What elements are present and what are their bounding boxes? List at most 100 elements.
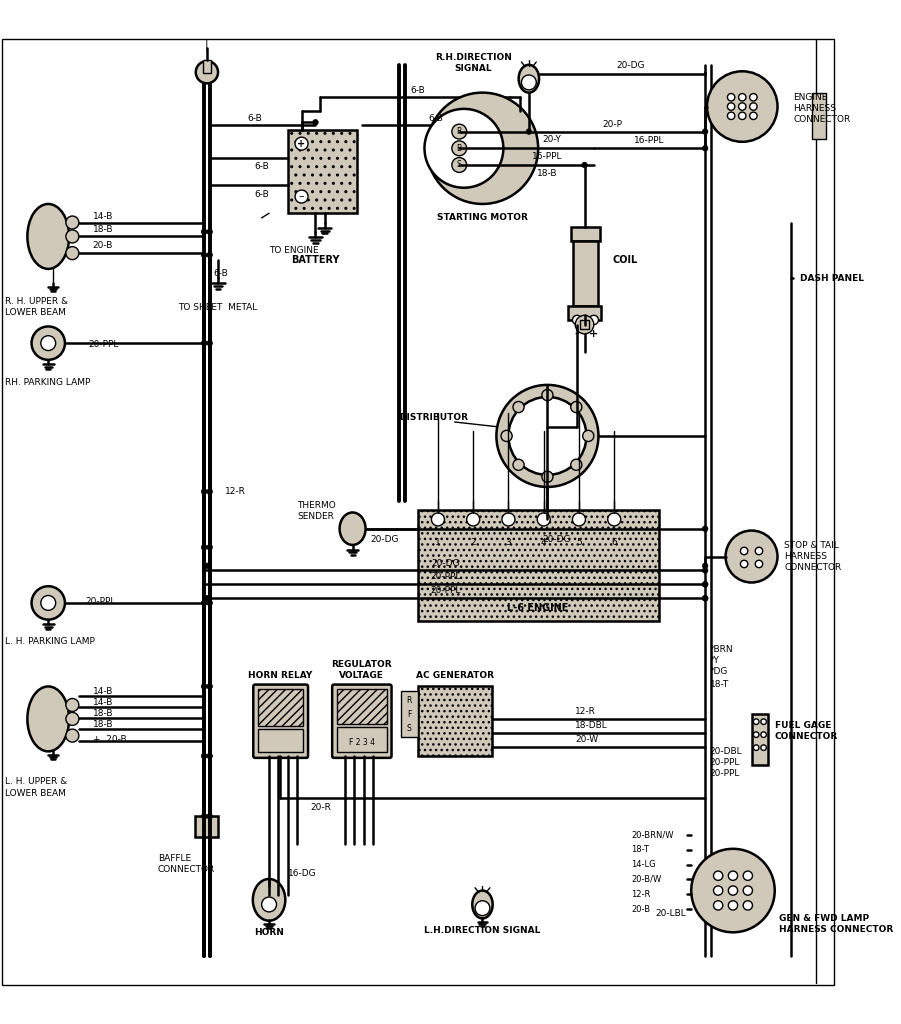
Circle shape — [714, 901, 723, 910]
Text: S: S — [457, 161, 461, 170]
Bar — [401, 691, 417, 737]
Bar — [580, 319, 589, 330]
Text: +: + — [589, 329, 598, 339]
Circle shape — [727, 102, 735, 111]
Circle shape — [537, 513, 551, 526]
Text: 20-BRN/W: 20-BRN/W — [631, 830, 673, 840]
Text: R.H.DIRECTION: R.H.DIRECTION — [435, 53, 512, 61]
Text: 20-DG: 20-DG — [542, 536, 571, 545]
Circle shape — [608, 513, 621, 526]
Circle shape — [201, 340, 207, 346]
Circle shape — [32, 586, 65, 620]
Text: L.H.DIRECTION SIGNAL: L.H.DIRECTION SIGNAL — [424, 926, 541, 935]
Circle shape — [475, 901, 490, 915]
Text: -: - — [575, 329, 579, 339]
Circle shape — [755, 560, 762, 567]
Ellipse shape — [340, 512, 366, 545]
Text: 20-B: 20-B — [631, 904, 650, 913]
Text: 20-B: 20-B — [93, 242, 114, 250]
Circle shape — [513, 459, 524, 470]
Text: CONNECTOR: CONNECTOR — [793, 115, 851, 124]
Circle shape — [467, 513, 479, 526]
Circle shape — [583, 430, 594, 441]
Circle shape — [32, 327, 65, 359]
Circle shape — [205, 563, 210, 568]
Text: CONNECTOR: CONNECTOR — [784, 563, 842, 572]
Text: FUEL GAGE: FUEL GAGE — [775, 721, 831, 730]
Circle shape — [201, 813, 207, 819]
Circle shape — [741, 560, 748, 567]
Circle shape — [750, 102, 757, 111]
Text: HARNESS CONNECTOR: HARNESS CONNECTOR — [779, 925, 894, 934]
Bar — [287, 130, 357, 213]
Bar — [204, 60, 211, 73]
Text: 12-R: 12-R — [575, 707, 596, 716]
Text: 6-B: 6-B — [410, 86, 425, 95]
Circle shape — [691, 849, 775, 932]
Text: 16-PPL: 16-PPL — [532, 153, 562, 161]
Text: 6-B: 6-B — [254, 190, 269, 200]
Text: 20-PPL: 20-PPL — [88, 341, 119, 349]
Text: 20-DG: 20-DG — [371, 536, 399, 545]
Circle shape — [432, 513, 444, 526]
FancyBboxPatch shape — [332, 685, 392, 758]
Circle shape — [753, 719, 759, 724]
Text: 18-DBL: 18-DBL — [575, 721, 608, 730]
Text: *Y: *Y — [710, 656, 720, 665]
Circle shape — [703, 563, 708, 568]
Circle shape — [201, 545, 207, 550]
Text: CONNECTOR: CONNECTOR — [775, 732, 838, 741]
Circle shape — [572, 513, 586, 526]
Circle shape — [201, 229, 207, 234]
Ellipse shape — [519, 65, 539, 92]
Text: 20-R: 20-R — [311, 803, 332, 812]
Circle shape — [66, 698, 79, 712]
Text: 20-PPL: 20-PPL — [430, 572, 460, 582]
Text: L. H. UPPER &: L. H. UPPER & — [5, 777, 67, 786]
Ellipse shape — [427, 92, 538, 204]
Bar — [812, 92, 825, 139]
Text: 20-Y: 20-Y — [542, 134, 561, 143]
Circle shape — [725, 530, 778, 583]
Text: 16-DG: 16-DG — [287, 869, 316, 879]
Text: REGULATOR: REGULATOR — [332, 659, 392, 669]
Text: 4: 4 — [541, 539, 547, 547]
Circle shape — [201, 252, 207, 258]
Bar — [417, 510, 659, 622]
Text: R: R — [406, 696, 412, 705]
Text: 18-T: 18-T — [631, 845, 649, 854]
Circle shape — [753, 744, 759, 751]
Circle shape — [452, 158, 467, 172]
Text: CONNECTOR: CONNECTOR — [158, 864, 215, 873]
Text: 5: 5 — [576, 539, 582, 547]
Text: |: | — [205, 39, 209, 49]
Text: *BRN: *BRN — [710, 645, 733, 653]
Text: 14-B: 14-B — [93, 697, 114, 707]
Circle shape — [66, 713, 79, 725]
FancyBboxPatch shape — [253, 685, 308, 758]
Text: 6: 6 — [612, 539, 617, 547]
Text: R. H. UPPER &: R. H. UPPER & — [5, 297, 68, 306]
Text: *DG: *DG — [710, 667, 728, 676]
Circle shape — [207, 754, 213, 759]
Text: +  20-B: + 20-B — [93, 735, 126, 743]
Text: F: F — [407, 710, 412, 719]
Circle shape — [741, 547, 748, 555]
Bar — [258, 689, 304, 726]
Text: 2: 2 — [470, 539, 476, 547]
Ellipse shape — [253, 879, 286, 921]
Circle shape — [703, 567, 708, 573]
Text: 20-PPL: 20-PPL — [86, 597, 115, 605]
Text: THERMO: THERMO — [297, 501, 336, 510]
Circle shape — [750, 112, 757, 120]
Circle shape — [760, 732, 767, 737]
Circle shape — [508, 397, 587, 475]
Circle shape — [728, 886, 738, 895]
Text: 6-B: 6-B — [254, 163, 269, 171]
Text: R: R — [457, 127, 462, 136]
Circle shape — [201, 684, 207, 689]
Circle shape — [526, 129, 532, 134]
Text: 14-B: 14-B — [93, 686, 114, 695]
Text: LOWER BEAM: LOWER BEAM — [5, 308, 66, 317]
Text: 14-LG: 14-LG — [631, 860, 656, 869]
